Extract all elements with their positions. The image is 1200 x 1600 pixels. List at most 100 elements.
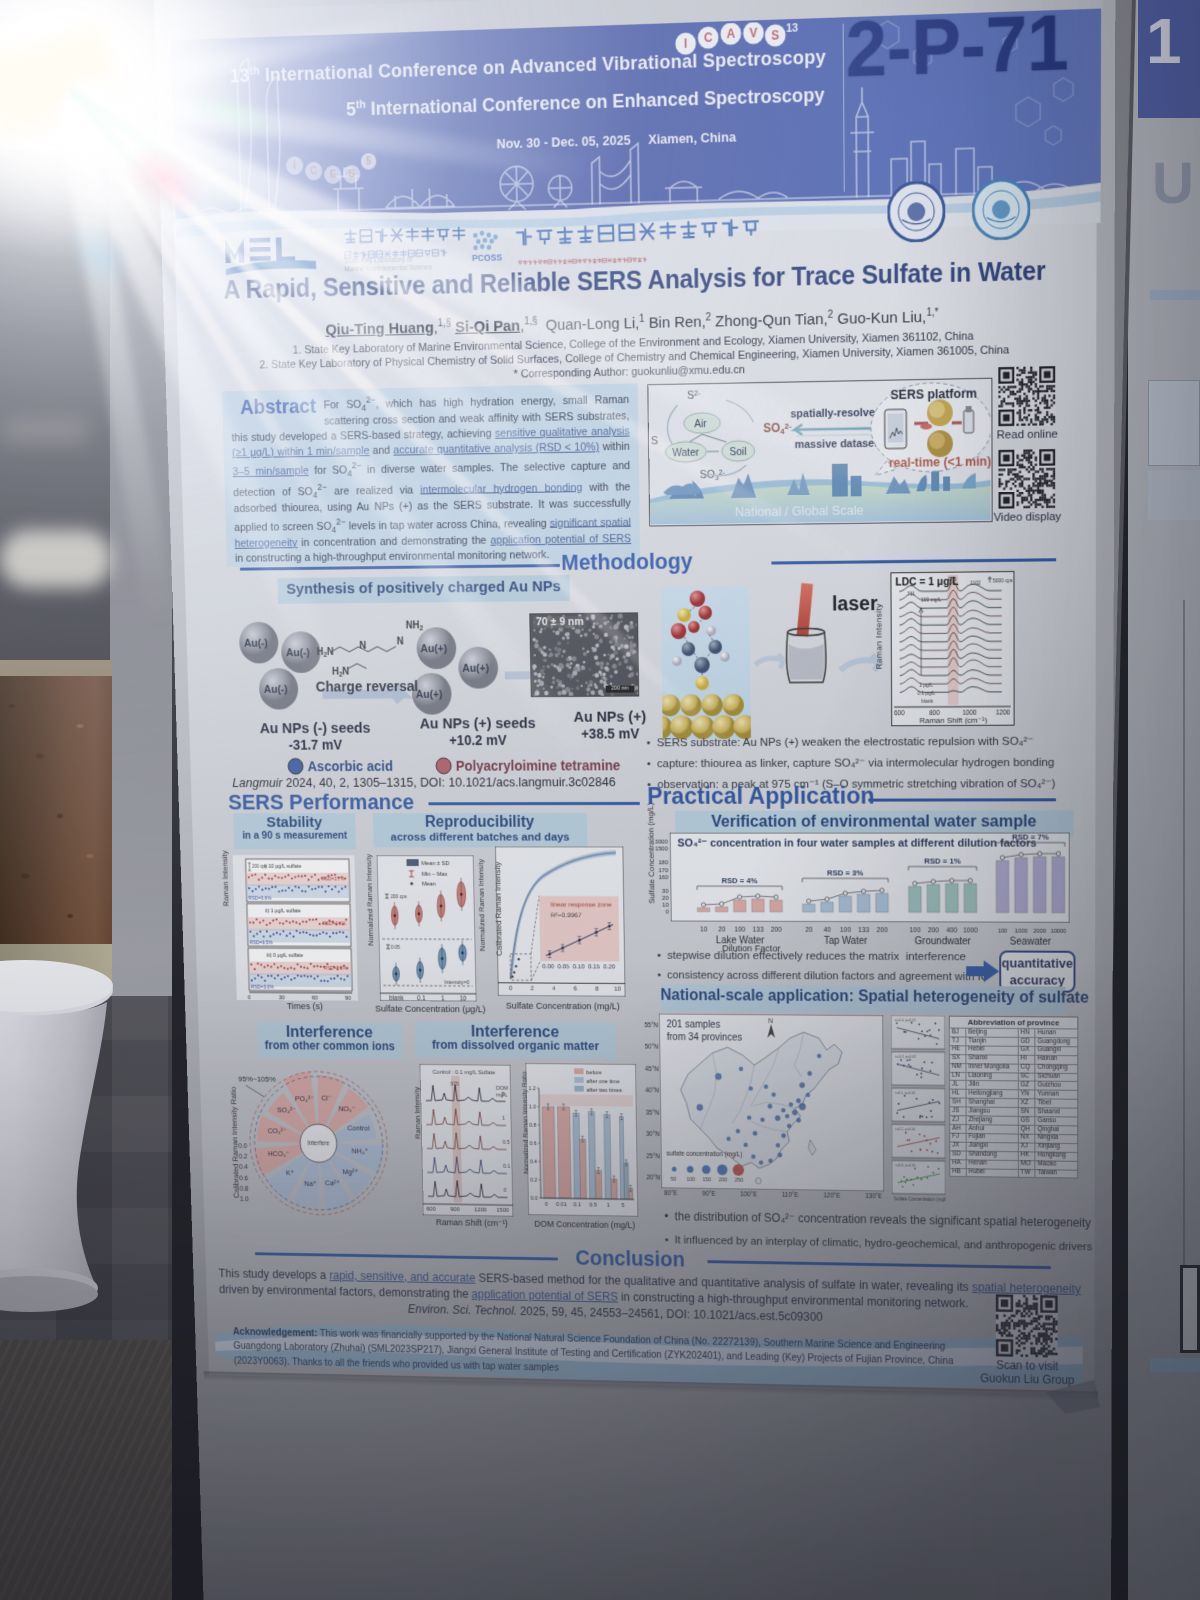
- svg-text:600: 600: [426, 1207, 436, 1213]
- svg-text:Water: Water: [672, 447, 699, 459]
- svg-text:Interfere: Interfere: [307, 1141, 330, 1148]
- svg-text:RSD=0.6%: RSD=0.6%: [323, 921, 347, 927]
- svg-text:mg/L: mg/L: [496, 1093, 507, 1099]
- svg-text:Mg²⁺: Mg²⁺: [342, 1167, 358, 1176]
- svg-text:0.00 0.05 0.10 0.15 0.20: 0.00 0.05 0.10 0.15 0.20: [542, 964, 616, 970]
- svg-text:National / Global Scale: National / Global Scale: [735, 502, 864, 519]
- svg-text:before: before: [586, 1070, 602, 1076]
- svg-text:Ca²⁺: Ca²⁺: [325, 1178, 340, 1187]
- svg-text:0.0: 0.0: [531, 1196, 538, 1202]
- svg-text:Intensity=0: Intensity=0: [445, 980, 470, 986]
- svg-text:blank: blank: [921, 699, 933, 705]
- svg-text:30: 30: [279, 995, 286, 1000]
- svg-text:1: 1: [607, 1203, 610, 1209]
- svg-text:C: C: [310, 166, 317, 178]
- svg-text:sulfate concentration (mg/L): sulfate concentration (mg/L): [666, 1151, 742, 1159]
- svg-text:R²=0.9967: R²=0.9967: [551, 912, 582, 919]
- svg-text:0: 0: [545, 1202, 548, 1208]
- svg-text:0.1 μg/L: 0.1 μg/L: [917, 691, 935, 697]
- svg-text:Mean: Mean: [422, 882, 436, 888]
- svg-text:201 samples: 201 samples: [667, 1019, 721, 1030]
- svg-text:40: 40: [824, 927, 832, 934]
- svg-text:10: 10: [460, 996, 467, 1002]
- svg-text:blank: blank: [389, 995, 404, 1001]
- svg-text:1.0: 1.0: [529, 1104, 536, 1110]
- svg-text:600: 600: [894, 710, 905, 717]
- svg-text:Ascorbic acid: Ascorbic acid: [307, 759, 393, 774]
- svg-text:RSD = 3%: RSD = 3%: [827, 868, 863, 877]
- svg-text:RSD=9.5%: RSD=9.5%: [250, 940, 274, 946]
- svg-text:Air: Air: [694, 419, 707, 431]
- svg-text:0.1: 0.1: [503, 1164, 510, 1170]
- svg-text:Raman Shift (cm⁻¹): Raman Shift (cm⁻¹): [919, 716, 987, 725]
- svg-text:0.6: 0.6: [530, 1141, 537, 1147]
- svg-text:Sulfate Concentration (mg/L): Sulfate Concentration (mg/L): [894, 1196, 946, 1202]
- svg-text:200: 200: [877, 927, 888, 934]
- svg-text:Control: Control: [347, 1123, 370, 1132]
- svg-text:0.1: 0.1: [574, 1202, 582, 1208]
- svg-text:NO₃⁻: NO₃⁻: [338, 1104, 355, 1113]
- svg-text:5000 cps: 5000 cps: [993, 578, 1013, 584]
- svg-text:S: S: [771, 29, 779, 43]
- svg-text:from 34 provinces: from 34 provinces: [667, 1032, 743, 1044]
- svg-text:I: I: [684, 37, 687, 51]
- svg-text:C: C: [704, 31, 713, 45]
- svg-text:r=0.2, p=0.04: r=0.2, p=0.04: [895, 1127, 915, 1131]
- svg-text:NH₄⁺: NH₄⁺: [352, 1146, 369, 1155]
- svg-text:Groundwater: Groundwater: [915, 936, 972, 947]
- svg-text:1102: 1102: [970, 580, 981, 586]
- svg-text:0.8: 0.8: [529, 1123, 536, 1129]
- svg-text:I: I: [293, 160, 296, 172]
- svg-text:10: 10: [614, 987, 622, 993]
- svg-text:after one time: after one time: [586, 1079, 619, 1085]
- svg-text:900: 900: [450, 1207, 460, 1213]
- svg-text:real-time (<1 min): real-time (<1 min): [889, 454, 991, 470]
- svg-text:S2-: S2-: [687, 389, 700, 402]
- svg-text:200: 200: [928, 927, 939, 934]
- svg-text:250: 250: [735, 1178, 744, 1184]
- svg-text:N: N: [768, 1018, 773, 1025]
- svg-text:1.2: 1.2: [529, 1086, 536, 1092]
- svg-text:0.2: 0.2: [530, 1178, 537, 1184]
- svg-text:1 μg/L: 1 μg/L: [919, 683, 933, 689]
- svg-text:133: 133: [858, 927, 869, 934]
- svg-text:Min – Max: Min – Max: [422, 872, 448, 878]
- svg-text:massive datasets: massive datasets: [795, 437, 884, 451]
- svg-text:1500: 1500: [497, 1208, 510, 1214]
- svg-text:S: S: [348, 169, 355, 181]
- svg-text:Soil: Soil: [729, 447, 746, 459]
- svg-text:200: 200: [719, 1177, 728, 1183]
- svg-text:Tap Water: Tap Water: [824, 936, 868, 947]
- svg-text:spatially-resolved: spatially-resolved: [790, 406, 881, 420]
- svg-text:13: 13: [786, 22, 798, 35]
- svg-text:0.1: 0.1: [417, 995, 426, 1001]
- svg-text:100 mg/L: 100 mg/L: [921, 597, 942, 603]
- svg-text:E: E: [329, 169, 336, 181]
- svg-text:711: 711: [907, 591, 915, 597]
- svg-text:N: N: [397, 636, 404, 647]
- svg-text:S: S: [651, 435, 658, 448]
- svg-text:HCO₃⁻: HCO₃⁻: [268, 1149, 290, 1158]
- svg-text:0.5: 0.5: [503, 1140, 510, 1146]
- svg-text:0: 0: [504, 1188, 507, 1194]
- svg-text:ii) 1 μg/L sulfate: ii) 1 μg/L sulfate: [265, 908, 301, 914]
- svg-text:0.4: 0.4: [530, 1159, 537, 1165]
- svg-text:100: 100: [910, 927, 921, 934]
- svg-text:Mean ± SD: Mean ± SD: [421, 861, 449, 867]
- svg-text:SERS platform: SERS platform: [890, 386, 977, 402]
- svg-text:0.5: 0.5: [589, 1202, 597, 1208]
- svg-text:1200: 1200: [996, 709, 1011, 716]
- svg-text:A: A: [726, 27, 735, 41]
- svg-text:PCOSS: PCOSS: [472, 252, 502, 263]
- svg-text:95%~105%: 95%~105%: [238, 1075, 276, 1084]
- svg-text:Au(-): Au(-): [286, 647, 311, 659]
- svg-text:Au(-): Au(-): [244, 637, 268, 649]
- svg-text:60: 60: [312, 996, 319, 1001]
- svg-text:10000: 10000: [1050, 929, 1066, 935]
- svg-text:RSD = 7%: RSD = 7%: [1012, 833, 1049, 842]
- svg-text:100: 100: [687, 1177, 696, 1183]
- svg-text:0.01: 0.01: [556, 1202, 567, 1208]
- svg-text:SO42-: SO42-: [763, 421, 792, 436]
- svg-text:2000: 2000: [1033, 929, 1046, 935]
- svg-text:50: 50: [671, 1177, 677, 1183]
